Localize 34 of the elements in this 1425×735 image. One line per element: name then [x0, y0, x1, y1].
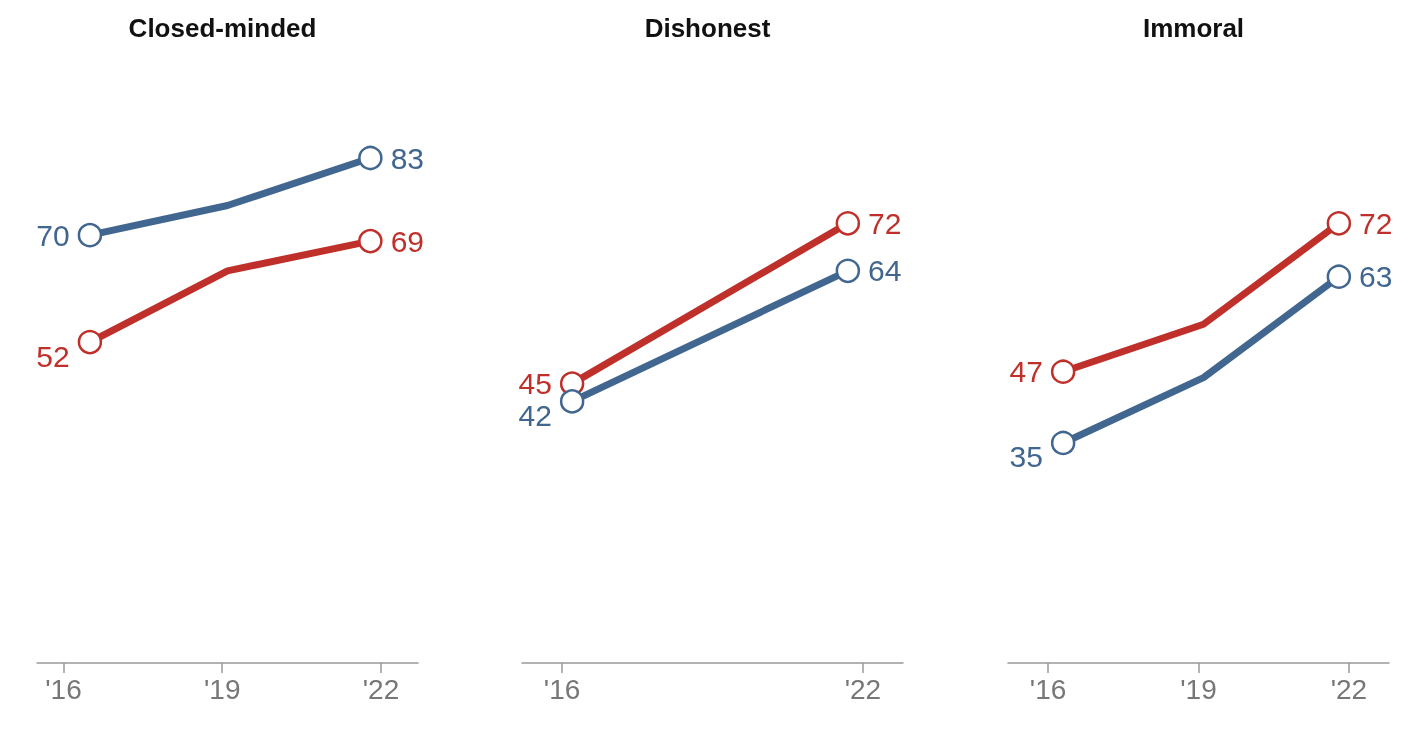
data-label: 45 — [518, 367, 552, 401]
point — [1050, 359, 1076, 384]
data-label: 52 — [36, 339, 70, 373]
point — [358, 145, 383, 171]
x-tick-label: '22 — [1330, 673, 1368, 705]
x-tick-label: '22 — [844, 673, 882, 705]
chart-title: Dishonest — [644, 13, 771, 43]
x-tick-label: '19 — [203, 673, 241, 705]
data-label: 47 — [1009, 355, 1043, 389]
point — [358, 228, 383, 254]
data-label: 72 — [1359, 206, 1393, 240]
x-tick-label: '16 — [45, 673, 82, 705]
point — [77, 329, 103, 355]
data-label: 83 — [390, 141, 424, 175]
point — [77, 222, 103, 248]
data-label: 70 — [36, 218, 70, 252]
x-tick-label: '19 — [1180, 673, 1217, 705]
data-label: 69 — [390, 224, 424, 258]
point — [835, 211, 861, 236]
point — [1326, 211, 1352, 236]
x-tick-label: '16 — [1029, 673, 1067, 705]
data-label: 35 — [1009, 440, 1043, 474]
x-tick-label: '16 — [543, 673, 581, 705]
data-label: 72 — [868, 206, 902, 240]
chart-title: Immoral — [1142, 13, 1245, 43]
x-tick-label: '22 — [362, 673, 400, 705]
point — [1326, 264, 1352, 289]
point — [559, 389, 585, 414]
data-label: 42 — [518, 398, 552, 432]
data-label: 64 — [868, 254, 902, 288]
chart-title: Closed-minded — [128, 13, 317, 43]
data-label: 63 — [1359, 260, 1393, 294]
point — [1050, 430, 1076, 456]
point — [835, 258, 861, 284]
